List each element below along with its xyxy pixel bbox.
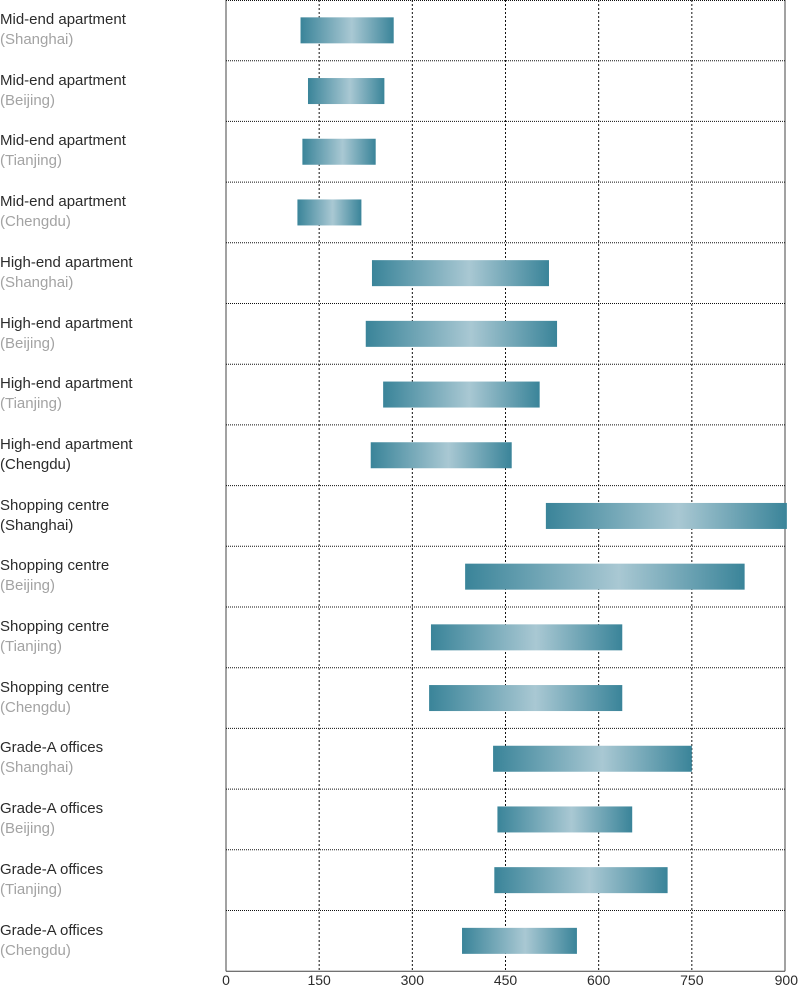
category-city: (Beijing) [0,334,56,352]
range-bar [430,624,623,651]
category-label: Mid-end apartment (Beijing) [0,71,226,111]
category-label: High-end apartment (Beijing) [0,314,226,354]
x-tick-label: 900 [775,972,799,988]
range-bar [370,442,512,469]
range-bar [545,502,787,529]
category-label: Grade-A offices (Shanghai) [0,738,226,778]
category-city: (Tianjing) [0,395,62,413]
category-name: Shopping centre [0,618,110,635]
category-label: Mid-end apartment (Shanghai) [0,10,226,50]
range-bar [371,260,549,287]
category-label: Grade-A offices (Chengdu) [0,921,226,961]
category-name: Grade-A offices [0,800,104,818]
category-label: Shopping centre (Beijing) [0,556,226,596]
category-name: Mid-end apartment [0,71,126,89]
category-city: (Beijing) [0,820,56,838]
category-label: Mid-end apartment (Tianjing) [0,131,226,171]
range-bar [297,199,362,226]
x-tick-label: 600 [587,972,611,988]
category-city: (Beijing) [0,577,56,595]
category-name: Shopping centre [0,557,110,575]
category-city: (Shanghai) [0,516,74,534]
category-city: (Shanghai) [0,31,74,48]
x-tick-label: 750 [680,972,704,988]
range-bar [300,17,394,44]
range-bar [465,563,745,590]
category-label: High-end apartment (Chengdu) [0,435,226,475]
x-tick-label: 450 [494,972,518,988]
category-label: High-end apartment (Shanghai) [0,253,226,293]
category-name: Grade-A offices [0,739,104,757]
category-city: (Tianjing) [0,152,62,170]
range-bar [302,138,376,165]
category-city: (Chengdu) [0,455,71,473]
category-name: Shopping centre [0,678,110,696]
category-city: (Tianjing) [0,638,62,655]
category-city: (Shanghai) [0,759,74,777]
category-name: Mid-end apartment [0,193,126,211]
category-name: Grade-A offices [0,860,104,878]
x-tick-label: 300 [401,972,425,988]
category-label: Grade-A offices (Beijing) [0,799,226,839]
category-label: Shopping centre (Tianjing) [0,617,226,657]
category-city: (Chengdu) [0,941,71,959]
category-label: High-end apartment (Tianjing) [0,374,226,414]
x-tick-label: 150 [307,972,331,988]
x-tick-label: 0 [222,972,230,988]
range-bar [497,806,633,833]
category-label: Mid-end apartment (Chengdu) [0,192,226,232]
range-bar [493,745,692,772]
category-name: High-end apartment [0,375,133,393]
range-bar [383,381,540,408]
category-name: Grade-A offices [0,921,104,939]
range-bar [429,685,623,712]
category-city: (Shanghai) [0,273,74,291]
category-name: High-end apartment [0,314,133,332]
category-city: (Tianjing) [0,880,62,898]
category-name: Shopping centre [0,496,110,514]
category-name: Mid-end apartment [0,132,126,150]
range-bar [307,78,385,105]
range-bar [365,320,558,347]
category-city: (Chengdu) [0,698,71,716]
category-label: Shopping centre (Chengdu) [0,678,226,718]
category-label: Grade-A offices (Tianjing) [0,860,226,900]
range-bar [494,867,668,894]
category-name: High-end apartment [0,435,133,453]
range-bar [462,927,577,954]
category-label: Shopping centre (Shanghai) [0,496,226,536]
category-name: High-end apartment [0,253,133,271]
category-city: (Beijing) [0,91,56,109]
category-name: Mid-end apartment [0,11,126,28]
category-city: (Chengdu) [0,213,71,231]
